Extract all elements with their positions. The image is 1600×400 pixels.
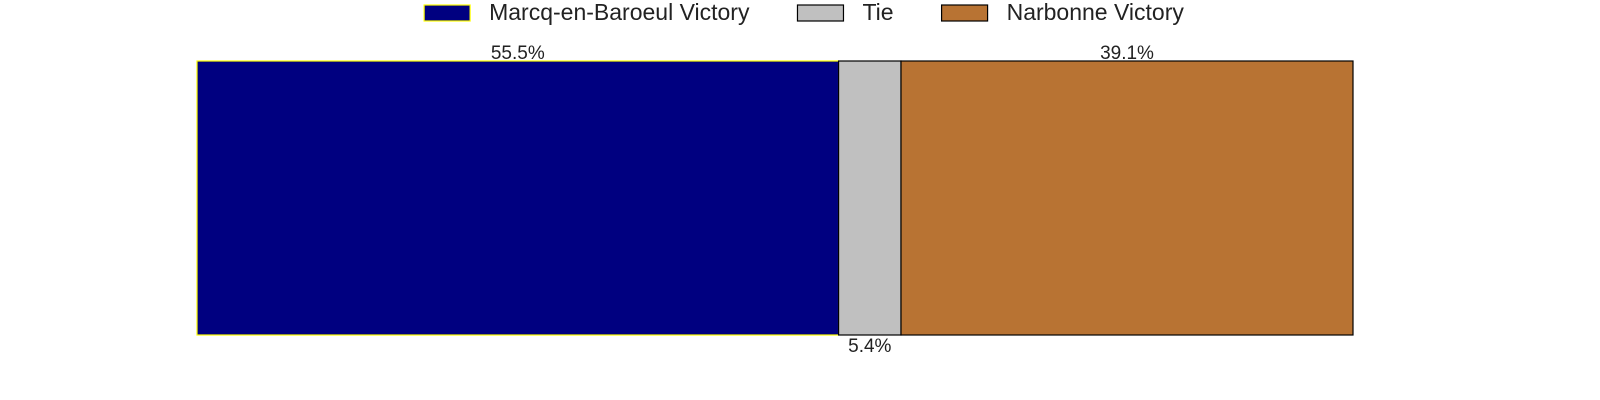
- bar-segment: [837, 60, 902, 336]
- value-label: 55.5%: [491, 43, 545, 64]
- value-label: 5.4%: [848, 336, 891, 357]
- legend-label: Narbonne Victory: [1007, 0, 1185, 25]
- legend-label: Tie: [862, 0, 893, 25]
- legend-swatch: [940, 4, 989, 22]
- value-label: 39.1%: [1100, 43, 1154, 64]
- bar-segment: [196, 60, 840, 336]
- legend-swatch: [796, 4, 845, 22]
- legend-swatch: [423, 4, 471, 22]
- legend-label: Marcq-en-Baroeul Victory: [489, 0, 750, 25]
- bar-segment: [900, 60, 1354, 336]
